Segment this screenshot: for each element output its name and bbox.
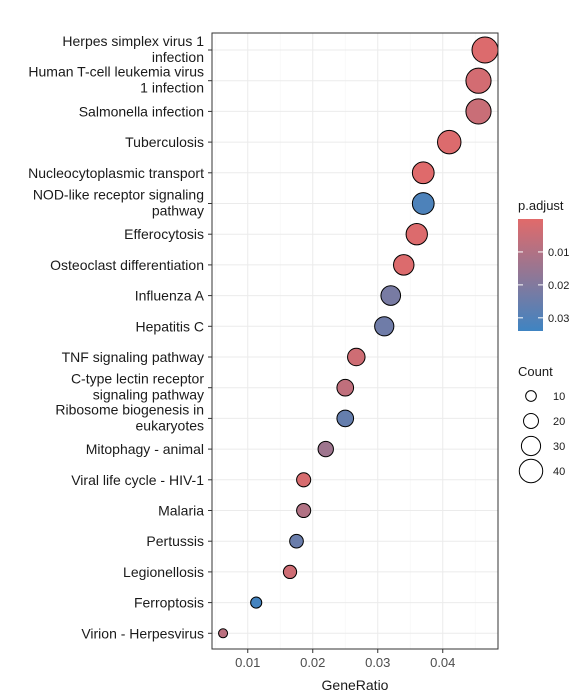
y-tick-label: Salmonella infection	[79, 103, 204, 119]
size-legend-circle	[518, 458, 544, 484]
y-tick-label: 1 infection	[140, 80, 204, 96]
data-point	[296, 472, 312, 488]
y-tick-label: signaling pathway	[93, 387, 204, 403]
y-tick-label: Mitophagy - animal	[86, 441, 204, 457]
x-axis-title: GeneRatio	[322, 677, 389, 693]
grid-lines	[212, 33, 498, 649]
y-tick-label: Human T-cell leukemia virus	[28, 64, 204, 80]
y-tick-label: Viral life cycle - HIV-1	[71, 472, 204, 488]
size-legend-label: 30	[553, 441, 565, 453]
data-point	[336, 409, 355, 428]
data-point	[471, 36, 499, 64]
data-point	[393, 254, 415, 276]
color-legend-label: 0.02	[548, 280, 569, 292]
y-tick-label: C-type lectin receptor	[71, 371, 204, 387]
y-tick-label: infection	[152, 49, 204, 65]
y-tick-label: Pertussis	[146, 533, 204, 549]
data-point	[336, 378, 355, 397]
y-tick-label: Tuberculosis	[125, 134, 204, 150]
size-legend-label: 20	[553, 416, 565, 428]
y-tick-label: Influenza A	[135, 288, 205, 304]
y-tick-label: NOD-like receptor signaling	[33, 187, 204, 203]
size-legend-items: 10 20 30 40	[518, 390, 565, 484]
x-axis: 0.01 0.02 0.03 0.04	[235, 649, 455, 670]
data-point	[465, 98, 492, 125]
size-legend: Count 10 20 30 40	[518, 364, 565, 484]
panel-border	[211, 32, 499, 650]
y-tick-label: TNF signaling pathway	[62, 349, 204, 365]
color-legend-label: 0.01	[548, 247, 569, 259]
size-legend-circle	[525, 390, 537, 402]
panel-background	[212, 33, 498, 649]
data-point	[289, 533, 304, 549]
y-tick-label: Ferroptosis	[134, 595, 204, 611]
y-tick-label: Osteoclast differentiation	[50, 257, 204, 273]
data-point	[296, 502, 312, 519]
y-tick-label: Legionellosis	[123, 564, 204, 580]
y-tick-label: Malaria	[158, 503, 204, 519]
data-point	[380, 285, 402, 306]
x-tick-label: 0.03	[365, 655, 390, 670]
data-point	[437, 129, 462, 155]
y-tick-label: Ribosome biogenesis in	[55, 401, 204, 417]
size-legend-title: Count	[518, 364, 553, 379]
data-point	[411, 192, 435, 215]
y-tick-label: Virion - Herpesvirus	[81, 625, 204, 641]
color-legend-title: p.adjust	[518, 198, 564, 213]
data-point	[282, 564, 298, 580]
data-point	[411, 161, 435, 185]
y-tick-label: pathway	[152, 203, 204, 219]
y-tick-label: Nucleocytoplasmic transport	[28, 165, 204, 181]
data-points	[218, 36, 499, 639]
y-tick-label: Herpes simplex virus 1	[62, 33, 204, 49]
color-legend-bar	[518, 219, 543, 331]
x-tick-label: 0.01	[235, 655, 260, 670]
color-legend-ticks: 0.01 0.02 0.03	[518, 247, 569, 325]
data-point	[250, 596, 263, 609]
y-tick-label: Efferocytosis	[124, 226, 204, 242]
data-point	[405, 223, 428, 246]
size-legend-label: 10	[553, 391, 565, 403]
y-tick-label: eukaryotes	[136, 417, 204, 433]
size-legend-circle	[520, 435, 542, 457]
data-point	[374, 316, 395, 337]
x-tick-label: 0.04	[430, 655, 455, 670]
y-tick-label: Hepatitis C	[136, 318, 204, 334]
plot-panel	[212, 33, 498, 649]
data-point	[347, 347, 366, 367]
data-point	[317, 440, 334, 458]
color-legend-label: 0.03	[548, 313, 569, 325]
data-point	[218, 628, 229, 639]
size-legend-label: 40	[553, 466, 565, 478]
color-legend: p.adjust 0.01 0.02 0.03	[518, 198, 569, 331]
data-point	[465, 67, 492, 94]
x-tick-label: 0.02	[300, 655, 325, 670]
size-legend-circle	[523, 413, 539, 429]
